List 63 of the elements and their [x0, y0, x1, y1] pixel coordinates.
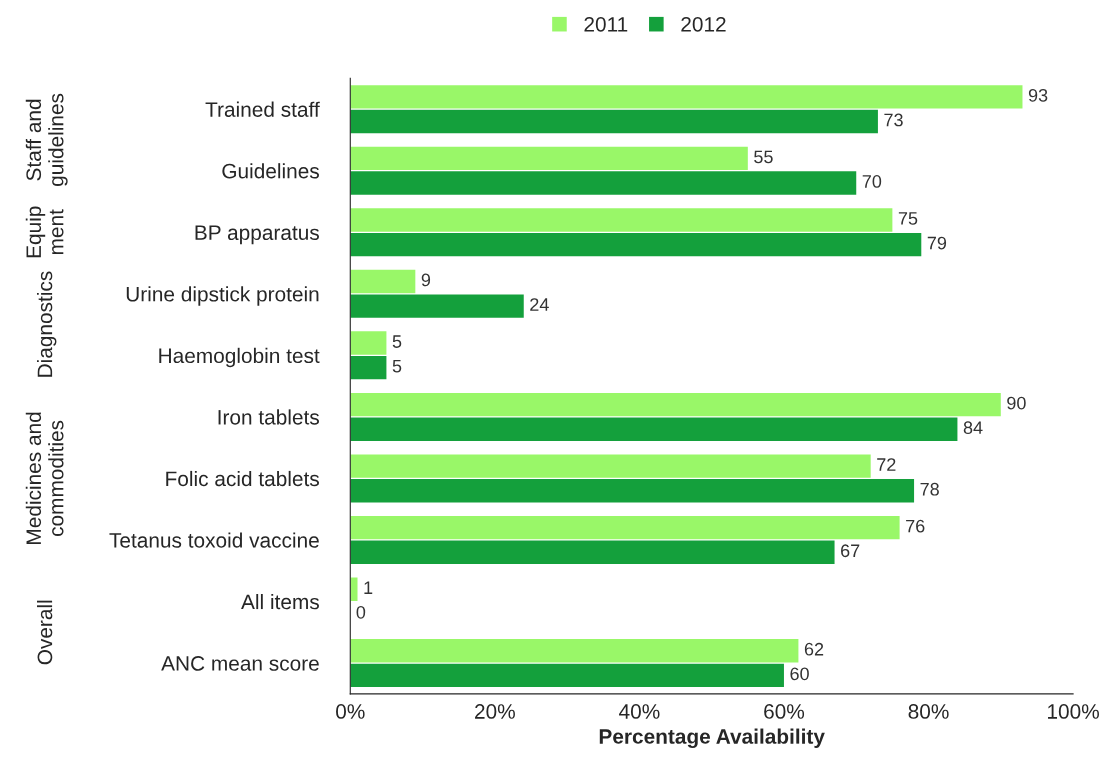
data-label: 5 [392, 335, 402, 348]
x-tick-label: 40% [619, 704, 660, 719]
bar [350, 171, 857, 195]
bar [350, 479, 915, 503]
y-tick-label: All items [241, 593, 319, 610]
y-tick-label: Trained staff [205, 101, 320, 117]
x-tick-label: 60% [764, 704, 805, 719]
y-tick-label: Iron tablets [218, 409, 319, 425]
x-tick-label: 20% [475, 704, 515, 719]
y-tick-label: Urine dipstick protein [126, 286, 319, 306]
data-label: 70 [862, 175, 882, 188]
legend-label: 2012 [681, 16, 726, 32]
y-tick-label: Folic acid tablets [166, 470, 319, 487]
data-label: 0 [356, 605, 366, 619]
data-label: 60 [790, 667, 809, 681]
data-label: 78 [920, 482, 939, 496]
bar [350, 109, 878, 134]
bar [350, 232, 922, 257]
data-label: 93 [1028, 88, 1048, 102]
data-label: 9 [421, 273, 431, 287]
bar [350, 331, 387, 355]
legend-label: 2011 [584, 16, 628, 32]
bar [350, 454, 871, 478]
data-label: 84 [963, 421, 983, 435]
bar [350, 355, 387, 380]
y-tick-label: Tetanus toxoid vaccine [109, 532, 319, 548]
bar [350, 294, 524, 318]
data-label: 79 [927, 236, 947, 250]
data-label: 1 [364, 581, 373, 594]
bar [350, 577, 358, 601]
data-label: 5 [392, 359, 402, 373]
text: Overall [36, 600, 53, 665]
data-label: 73 [884, 113, 903, 127]
text: Staff and guidelines [25, 93, 68, 186]
bar [350, 146, 748, 171]
x-tick-label: 80% [908, 704, 949, 719]
data-label: 76 [906, 519, 925, 533]
data-label: 67 [841, 544, 860, 558]
bar [350, 639, 799, 663]
x-tick-label: 100% [1048, 704, 1099, 719]
y-tick-label: Haemoglobin test [159, 347, 320, 368]
x-axis-title: Percentage Availability [599, 728, 825, 749]
text: Medicines and commodities [25, 412, 64, 544]
data-label: 62 [804, 642, 824, 656]
data-label: 75 [898, 212, 918, 225]
bar [350, 417, 958, 441]
text: Equip ment [25, 206, 64, 258]
x-tick-label: 0% [336, 704, 365, 719]
y-tick-label: ANC mean score [161, 656, 319, 671]
y-tick-label: BP apparatus [195, 225, 319, 245]
bar [350, 392, 1001, 417]
data-label: 90 [1007, 396, 1026, 410]
bar [350, 269, 416, 294]
bar [350, 208, 893, 232]
data-label: 24 [530, 298, 549, 311]
text: Diagnostics [36, 271, 57, 377]
bar [350, 85, 1023, 109]
bar [350, 515, 900, 540]
y-tick-label: Guidelines [222, 163, 319, 179]
bar [350, 663, 784, 688]
bar [350, 540, 835, 564]
data-label: 55 [754, 150, 773, 164]
data-label: 72 [877, 458, 896, 471]
